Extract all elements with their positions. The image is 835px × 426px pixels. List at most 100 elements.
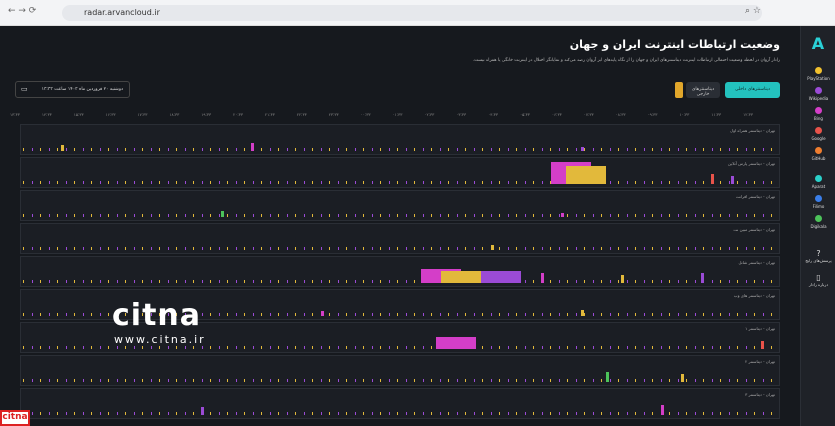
service-label: Google (811, 136, 826, 141)
corner-badge: citna (0, 410, 30, 426)
datacenter-row: تهران - دیتاسنتر ۳ (20, 388, 780, 419)
status-ticks (23, 181, 777, 184)
time-label: ۰۹:۳۳ (647, 112, 658, 117)
service-item[interactable]: Google (801, 127, 835, 141)
address-bar[interactable]: radar.arvancloud.ir (62, 5, 762, 21)
sidebar: A PlayStation Wikipedia Bing Google GitHub Ap… (800, 26, 835, 426)
service-item[interactable]: PlayStation (801, 67, 835, 81)
status-bar (61, 145, 64, 151)
service-dot (815, 175, 822, 182)
sidebar-link[interactable]: ? پرسش‌های رایج (801, 249, 835, 263)
date-picker[interactable]: دوشنبه ۲۰ فروردین ماه ۱۴۰۳ ساعت ۱۳:۳۳ ▭ (15, 81, 130, 98)
status-bar (581, 310, 584, 316)
datacenter-row: تهران - دیتاسنتر ۲ (20, 355, 780, 386)
status-bar (701, 273, 704, 283)
time-label: ۲۲:۳۳ (296, 112, 307, 117)
status-bar (201, 407, 204, 415)
status-bar (251, 143, 254, 151)
time-label: ۰۱:۳۳ (392, 112, 403, 117)
status-bar (541, 273, 544, 283)
tab[interactable]: دیتاسنترهای خارجی (686, 82, 720, 98)
sidebar-link[interactable]: ▯ درباره رادار (801, 273, 835, 287)
service-label: Filimo (812, 204, 825, 209)
nav-buttons[interactable]: ← → ⟳ (8, 6, 37, 16)
service-label: Wikipedia (808, 96, 829, 101)
browser-icons[interactable]: ⌕ ☆ (745, 6, 761, 16)
status-bar (681, 374, 684, 382)
time-label: ۱۴:۳۳ (41, 112, 52, 117)
time-label: ۱۲:۳۳ (743, 112, 754, 117)
time-label: ۰۷:۳۳ (583, 112, 594, 117)
time-label: ۲۰:۳۳ (233, 112, 244, 117)
browser-bar: ← → ⟳ radar.arvancloud.ir ⌕ ☆ (0, 0, 835, 26)
status-ticks (23, 247, 777, 250)
status-ticks (23, 412, 777, 415)
watermark-brand: citna (112, 298, 202, 333)
link-label: پرسش‌های رایج (805, 258, 832, 263)
status-bar (561, 213, 564, 217)
status-bar (661, 405, 664, 415)
link-label: درباره رادار (808, 282, 829, 287)
row-label: تهران - دیتاسنتر پارس آنلاین (728, 161, 775, 166)
status-ticks (23, 148, 777, 151)
tab-icon[interactable] (675, 82, 683, 98)
datacenter-row: تهران - دیتاسنتر های وب (20, 289, 780, 320)
time-label: ۰۴:۳۳ (488, 112, 499, 117)
time-label: ۰۵:۳۳ (520, 112, 530, 117)
service-item[interactable]: Filimo (801, 195, 835, 209)
status-ticks (23, 379, 777, 382)
service-item[interactable]: Aparat (801, 175, 835, 189)
page-subtitle: رادار آروان در لحظه وضعیت احتمالی ارتباط… (472, 58, 780, 63)
service-dot (815, 87, 822, 94)
time-label: ۰۰:۳۳ (360, 112, 371, 117)
row-label: تهران - دیتاسنتر شاتل (738, 260, 775, 265)
link-icon: ▯ (816, 273, 821, 282)
datacenter-row: تهران - دیتاسنتر همراه اول (20, 124, 780, 155)
row-label: تهران - دیتاسنتر مبین نت (733, 227, 775, 232)
service-label: Digikala (810, 224, 827, 229)
time-label: ۰۲:۳۳ (424, 112, 435, 117)
datacenter-row: تهران - دیتاسنتر افرانت (20, 190, 780, 221)
row-label: تهران - دیتاسنتر افرانت (735, 194, 775, 199)
time-label: ۰۶:۳۳ (551, 112, 562, 117)
status-bar (491, 245, 494, 250)
time-label: ۱۰:۳۳ (679, 112, 690, 117)
page-title: وضعیت ارتباطات اینترنت ایران و جهان (569, 38, 780, 51)
row-label: تهران - دیتاسنتر ۱ (745, 326, 775, 331)
datacenter-row: تهران - دیتاسنتر شاتل (20, 256, 780, 287)
status-bar (441, 271, 481, 283)
row-label: تهران - دیتاسنتر ۳ (745, 392, 775, 397)
status-ticks (23, 313, 777, 316)
service-item[interactable]: Wikipedia (801, 87, 835, 101)
service-dot (815, 127, 822, 134)
status-bar (761, 341, 764, 349)
time-label: ۱۸:۳۳ (169, 112, 180, 117)
status-bar (221, 211, 224, 217)
service-dot (815, 107, 822, 114)
status-bar (731, 176, 734, 184)
row-label: تهران - دیتاسنتر همراه اول (730, 128, 775, 133)
status-bar (606, 372, 609, 382)
time-label: ۱۹:۳۳ (201, 112, 212, 117)
logo: A (811, 34, 825, 53)
tab-active[interactable]: دیتاسنترهای داخلی (725, 82, 780, 98)
link-icon: ? (816, 249, 821, 258)
status-bar (436, 337, 476, 349)
service-item[interactable]: GitHub (801, 147, 835, 161)
date-text: دوشنبه ۲۰ فروردین ماه ۱۴۰۳ ساعت ۱۳:۳۳ (41, 87, 123, 92)
datacenter-row: تهران - دیتاسنتر ۱ (20, 322, 780, 353)
time-label: ۱۳:۳۳ (10, 112, 20, 117)
service-item[interactable]: Bing (801, 107, 835, 121)
time-label: ۱۵:۳۳ (73, 112, 84, 117)
status-bar (321, 311, 324, 316)
service-label: Bing (814, 116, 823, 121)
time-label: ۲۳:۳۳ (328, 112, 339, 117)
status-bar (581, 147, 584, 151)
service-dot (815, 215, 822, 222)
service-item[interactable]: Digikala (801, 215, 835, 229)
service-dot (815, 67, 822, 74)
service-label: PlayStation (807, 76, 830, 81)
service-dot (815, 147, 822, 154)
time-label: ۱۶:۳۳ (105, 112, 116, 117)
